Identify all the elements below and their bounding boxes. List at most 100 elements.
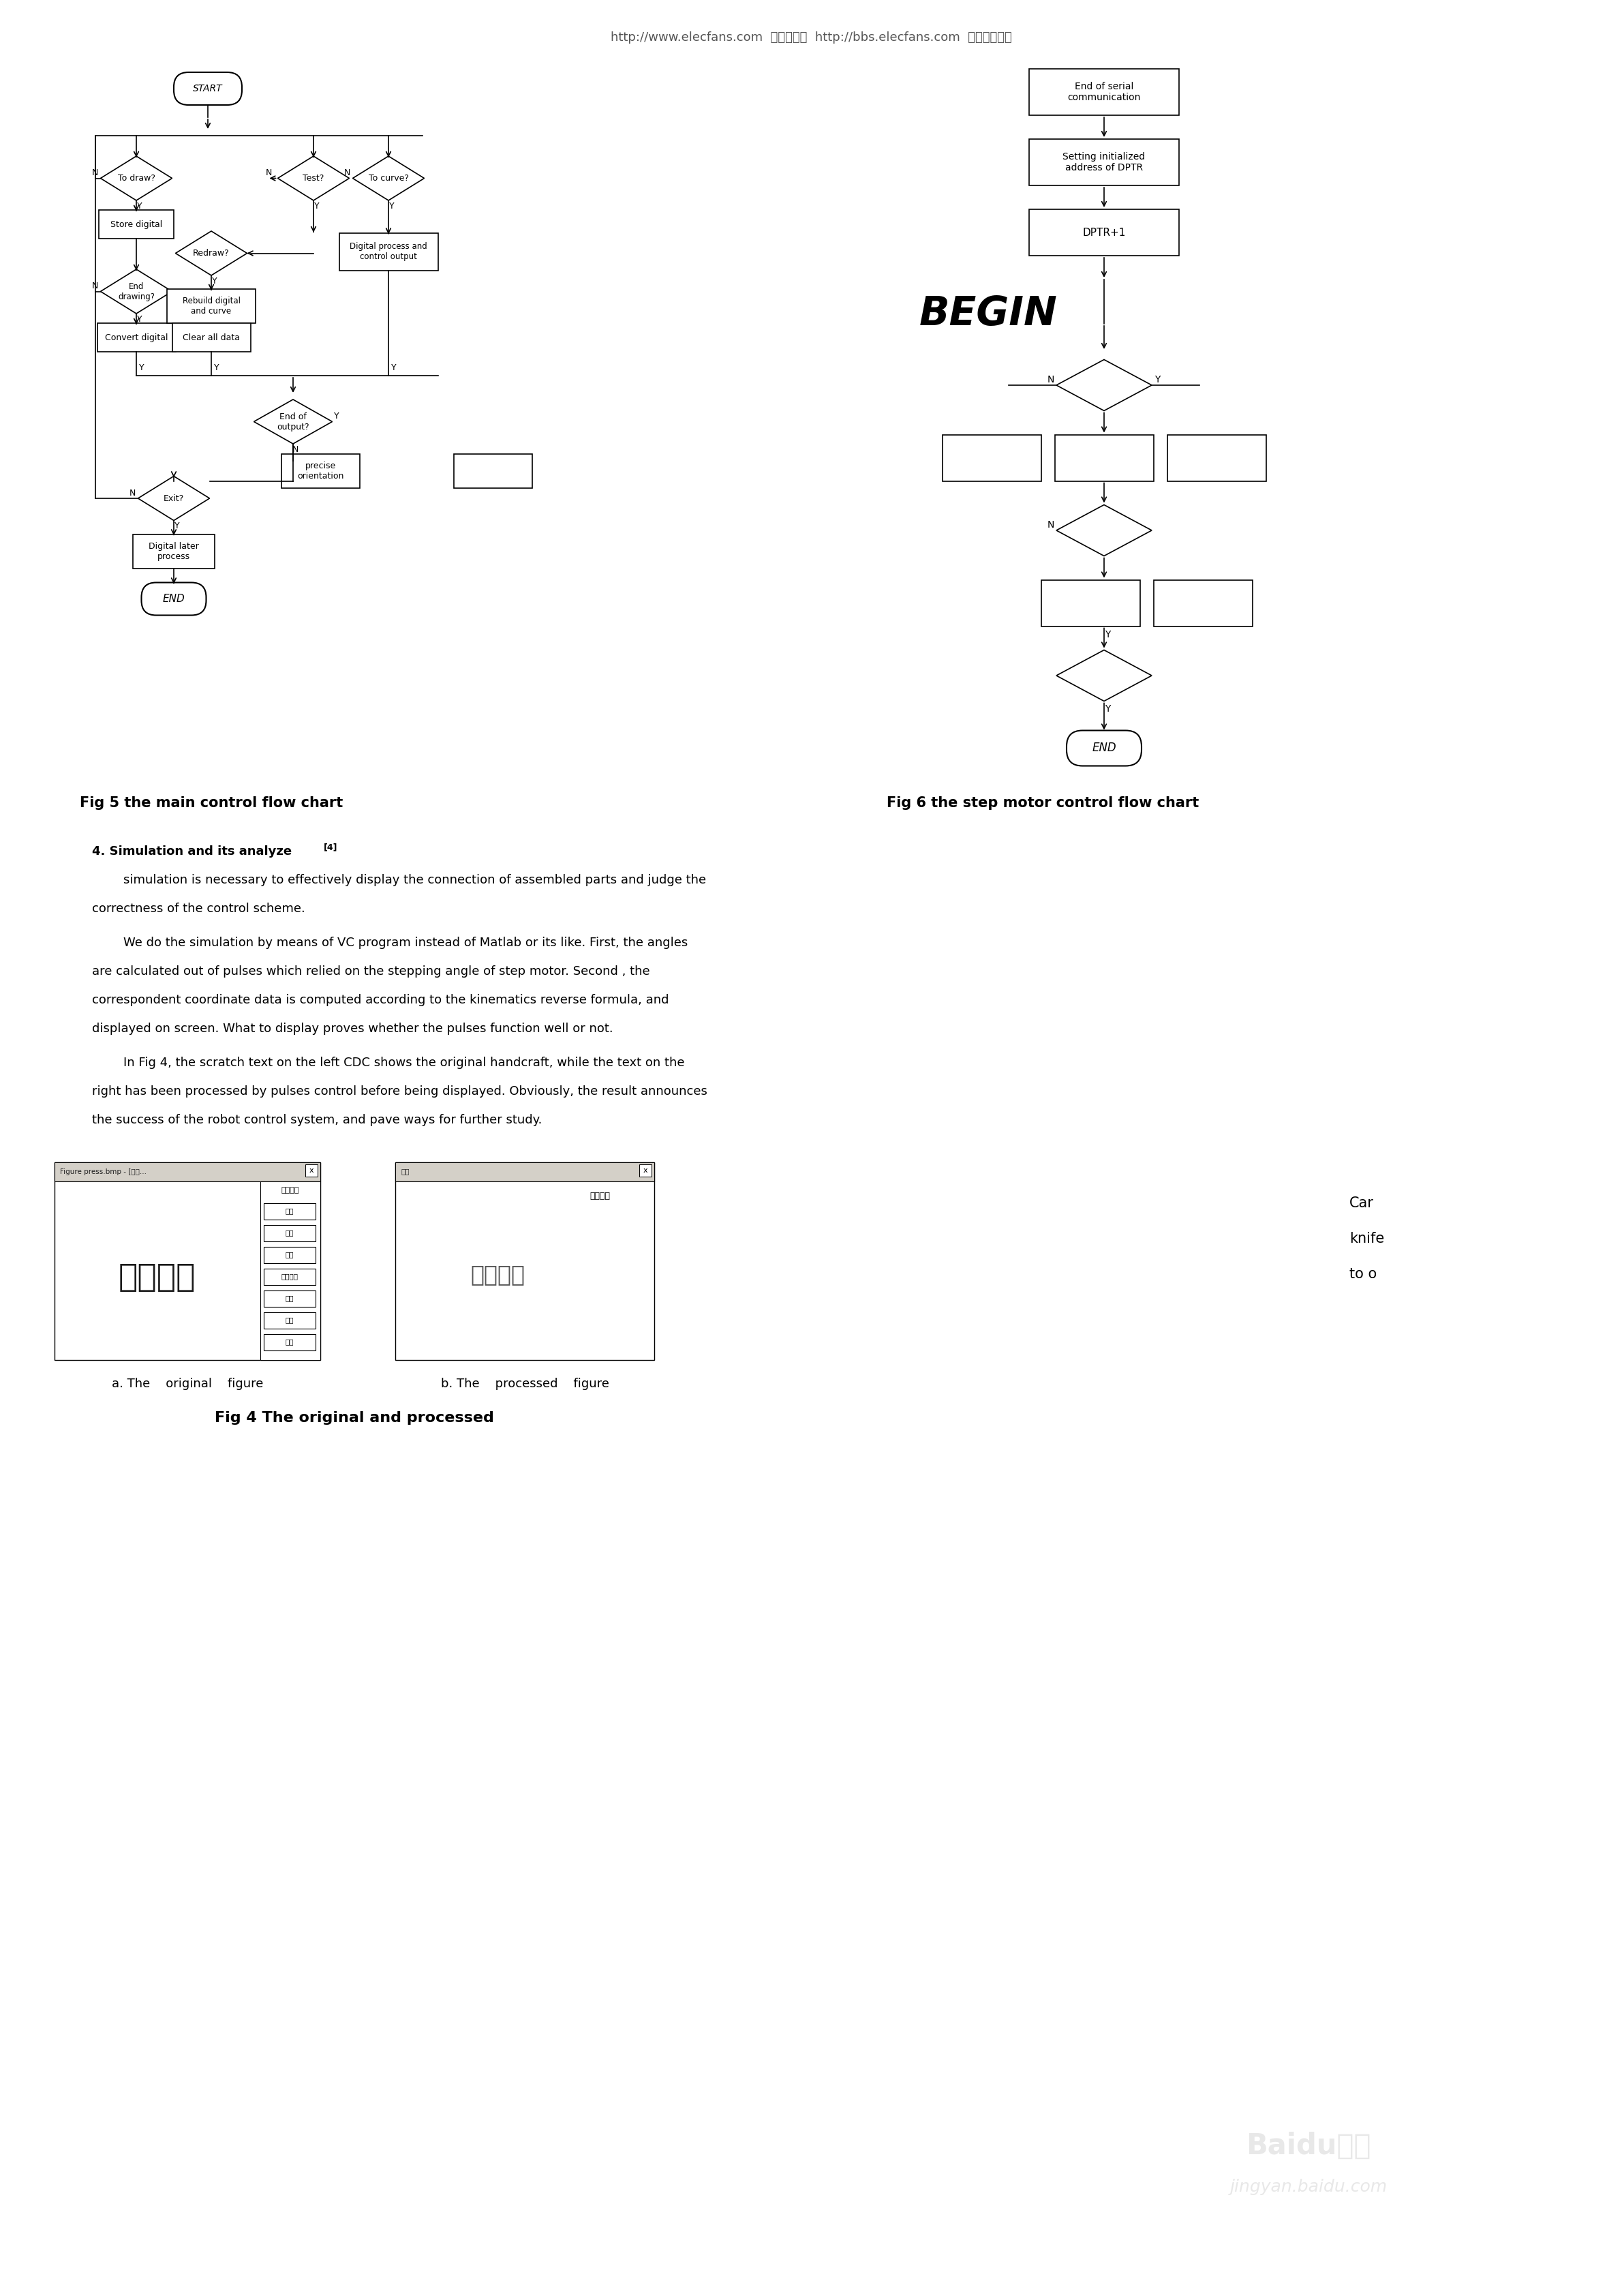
Text: N: N xyxy=(1048,374,1054,383)
Bar xyxy=(172,324,250,351)
Text: End of
output?: End of output? xyxy=(277,411,310,432)
Text: END: END xyxy=(162,595,185,604)
Text: 文注: 文注 xyxy=(285,1316,294,1322)
Bar xyxy=(942,434,1041,480)
Bar xyxy=(167,289,256,324)
FancyBboxPatch shape xyxy=(141,583,206,615)
Text: 清试: 清试 xyxy=(285,1295,294,1302)
FancyBboxPatch shape xyxy=(174,71,242,106)
Text: 确认: 确认 xyxy=(285,1228,294,1235)
Bar xyxy=(264,1311,316,1329)
Bar xyxy=(281,455,360,489)
Text: [4]: [4] xyxy=(324,843,337,852)
Text: Y: Y xyxy=(1105,629,1111,638)
Text: displayed on screen. What to display proves whether the pulses function well or : displayed on screen. What to display pro… xyxy=(92,1022,613,1035)
Text: End of serial
communication: End of serial communication xyxy=(1067,83,1140,103)
Bar xyxy=(55,1162,320,1359)
Text: Setting initialized
address of DPTR: Setting initialized address of DPTR xyxy=(1062,152,1145,172)
Text: To curve?: To curve? xyxy=(368,174,409,184)
Text: 控制面板: 控制面板 xyxy=(281,1187,300,1194)
Bar xyxy=(1153,581,1252,627)
Text: 退出: 退出 xyxy=(285,1339,294,1345)
Bar xyxy=(99,209,174,239)
Text: Y: Y xyxy=(391,363,396,372)
Text: Digital process and
control output: Digital process and control output xyxy=(350,241,427,262)
Text: 响应: 响应 xyxy=(401,1169,409,1176)
Text: are calculated out of pulses which relied on the stepping angle of step motor. S: are calculated out of pulses which relie… xyxy=(92,964,650,978)
Text: knife: knife xyxy=(1350,1231,1384,1244)
Polygon shape xyxy=(101,156,172,200)
Polygon shape xyxy=(277,156,349,200)
Text: 南昌大学: 南昌大学 xyxy=(470,1263,526,1286)
Text: Y: Y xyxy=(334,411,339,420)
Text: Figure press.bmp - [图以...: Figure press.bmp - [图以... xyxy=(60,1169,146,1176)
Text: correspondent coordinate data is computed according to the kinematics reverse fo: correspondent coordinate data is compute… xyxy=(92,994,668,1006)
Bar xyxy=(339,232,438,271)
Bar xyxy=(1028,69,1179,115)
Text: jingyan.baidu.com: jingyan.baidu.com xyxy=(1229,2179,1387,2195)
Bar xyxy=(639,1164,652,1176)
Text: Store digital: Store digital xyxy=(110,220,162,230)
Bar xyxy=(264,1267,316,1286)
Text: x: x xyxy=(310,1166,313,1173)
Text: Car: Car xyxy=(1350,1196,1374,1210)
Polygon shape xyxy=(175,232,247,276)
Text: Y: Y xyxy=(212,276,217,285)
Text: Fig 4 The original and processed: Fig 4 The original and processed xyxy=(214,1410,495,1424)
Bar xyxy=(1028,209,1179,255)
Polygon shape xyxy=(352,156,425,200)
Text: Y: Y xyxy=(315,202,320,211)
Text: Y: Y xyxy=(389,202,394,211)
Bar xyxy=(97,324,175,351)
Text: Fig 5 the main control flow chart: Fig 5 the main control flow chart xyxy=(79,797,342,810)
Bar xyxy=(396,1162,654,1359)
Bar xyxy=(1054,434,1153,480)
Polygon shape xyxy=(138,475,209,521)
Text: N: N xyxy=(344,168,350,177)
Bar xyxy=(305,1164,318,1176)
Bar xyxy=(264,1290,316,1306)
Polygon shape xyxy=(1056,650,1152,700)
Text: N: N xyxy=(292,445,298,455)
Text: b. The    processed    figure: b. The processed figure xyxy=(441,1378,608,1389)
Text: 检测图形: 检测图形 xyxy=(281,1272,298,1279)
Text: Test?: Test? xyxy=(303,174,324,184)
Text: the success of the robot control system, and pave ways for further study.: the success of the robot control system,… xyxy=(92,1114,542,1125)
Text: End
drawing?: End drawing? xyxy=(118,282,154,301)
Text: START: START xyxy=(193,85,222,94)
Text: Y: Y xyxy=(175,521,180,530)
Text: simulation is necessary to effectively display the connection of assembled parts: simulation is necessary to effectively d… xyxy=(92,872,706,886)
Text: Y: Y xyxy=(214,363,219,372)
Text: right has been processed by pulses control before being displayed. Obviously, th: right has been processed by pulses contr… xyxy=(92,1086,707,1097)
Text: Clear all data: Clear all data xyxy=(183,333,240,342)
Text: In Fig 4, the scratch text on the left CDC shows the original handcraft, while t: In Fig 4, the scratch text on the left C… xyxy=(92,1056,684,1068)
Bar xyxy=(1041,581,1140,627)
Text: Convert digital: Convert digital xyxy=(105,333,167,342)
Text: BEGIN: BEGIN xyxy=(920,294,1058,333)
Text: Y: Y xyxy=(139,363,144,372)
Polygon shape xyxy=(101,269,172,315)
Text: to o: to o xyxy=(1350,1267,1377,1281)
Text: 4. Simulation and its analyze: 4. Simulation and its analyze xyxy=(92,845,292,856)
Polygon shape xyxy=(255,400,333,443)
Bar xyxy=(264,1334,316,1350)
Text: Exit?: Exit? xyxy=(164,494,183,503)
Text: 南昌大学: 南昌大学 xyxy=(118,1263,195,1293)
Text: http://www.elecfans.com  电子发烧友  http://bbs.elecfans.com  电子技术论坛: http://www.elecfans.com 电子发烧友 http://bbs… xyxy=(610,32,1012,44)
Text: 文字图形: 文字图形 xyxy=(589,1192,610,1201)
Text: N: N xyxy=(1048,521,1054,530)
Bar xyxy=(261,1180,320,1359)
Text: Baidu经验: Baidu经验 xyxy=(1246,2131,1371,2161)
Bar xyxy=(396,1162,654,1180)
Text: correctness of the control scheme.: correctness of the control scheme. xyxy=(92,902,305,914)
Text: N: N xyxy=(266,168,272,177)
Text: Y: Y xyxy=(138,315,143,324)
Text: N: N xyxy=(92,168,99,177)
Text: END: END xyxy=(1092,742,1116,755)
Bar xyxy=(55,1162,320,1180)
Text: 描绘: 描绘 xyxy=(285,1251,294,1258)
Text: N: N xyxy=(92,282,99,289)
Text: DPTR+1: DPTR+1 xyxy=(1082,227,1126,236)
Text: Y: Y xyxy=(138,202,143,211)
Text: Fig 6 the step motor control flow chart: Fig 6 the step motor control flow chart xyxy=(887,797,1199,810)
